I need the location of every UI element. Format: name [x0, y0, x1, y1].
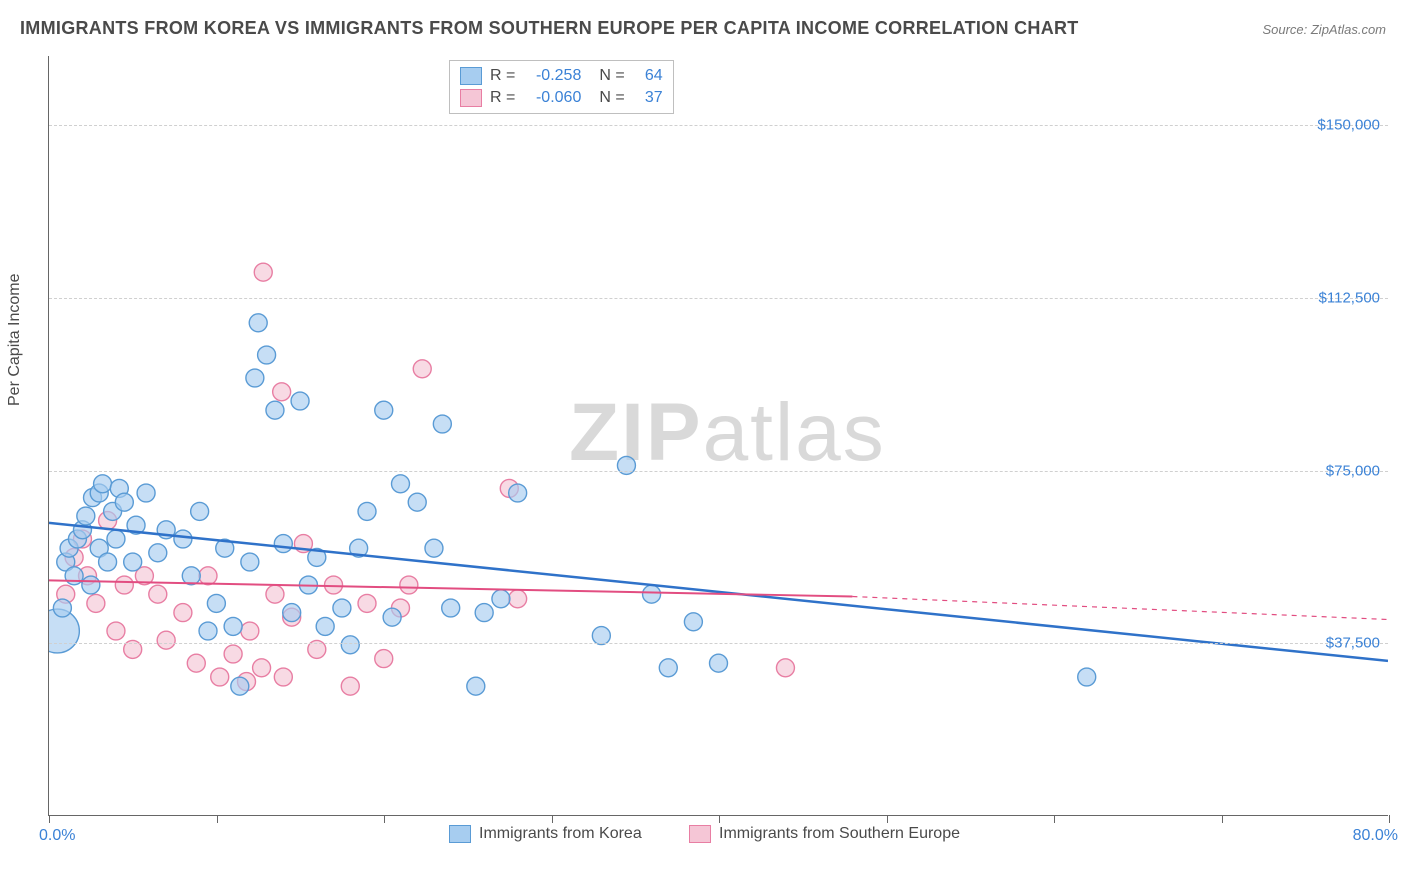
- legend-label-2: Immigrants from Southern Europe: [719, 825, 960, 843]
- chart-svg: [49, 56, 1388, 815]
- legend-r-label: R =: [490, 89, 515, 107]
- watermark-atlas: atlas: [703, 387, 886, 478]
- gridline: [49, 298, 1388, 299]
- y-tick-label: $75,000: [1326, 462, 1380, 479]
- x-tick: [217, 815, 218, 823]
- x-tick: [1054, 815, 1055, 823]
- legend-n-label: N =: [599, 67, 624, 85]
- correlation-legend: R = -0.258 N = 64 R = -0.060 N = 37: [449, 60, 674, 114]
- legend-n-value: 64: [633, 67, 663, 85]
- legend-stats-row: R = -0.060 N = 37: [460, 87, 663, 109]
- chart-title: IMMIGRANTS FROM KOREA VS IMMIGRANTS FROM…: [20, 18, 1079, 39]
- legend-label-1: Immigrants from Korea: [479, 825, 642, 843]
- x-axis-min-label: 0.0%: [39, 827, 75, 845]
- legend-n-value: 37: [633, 89, 663, 107]
- x-tick: [1222, 815, 1223, 823]
- x-tick: [552, 815, 553, 823]
- legend-series-2: Immigrants from Southern Europe: [689, 825, 960, 843]
- plot-area: ZIPatlas R =-0.258N =64R =-0.060N =37 0.…: [48, 56, 1388, 816]
- x-tick: [384, 815, 385, 823]
- y-tick-label: $37,500: [1326, 635, 1380, 652]
- x-tick: [49, 815, 50, 823]
- y-tick-label: $112,500: [1319, 289, 1380, 306]
- watermark: ZIPatlas: [569, 386, 886, 480]
- x-axis-max-label: 80.0%: [1353, 827, 1398, 845]
- y-axis-label: Per Capita Income: [6, 273, 24, 406]
- gridline: [49, 643, 1388, 644]
- watermark-zip: ZIP: [569, 387, 703, 478]
- gridline: [49, 471, 1388, 472]
- legend-stats-swatch: [460, 67, 482, 85]
- legend-r-label: R =: [490, 67, 515, 85]
- legend-n-label: N =: [599, 89, 624, 107]
- legend-series-1: Immigrants from Korea: [449, 825, 642, 843]
- source-label: Source: ZipAtlas.com: [1262, 22, 1386, 37]
- legend-r-value: -0.060: [523, 89, 581, 107]
- gridline: [49, 125, 1388, 126]
- x-tick: [1389, 815, 1390, 823]
- legend-swatch-2: [689, 825, 711, 843]
- legend-r-value: -0.258: [523, 67, 581, 85]
- x-tick: [887, 815, 888, 823]
- legend-stats-swatch: [460, 89, 482, 107]
- y-tick-label: $150,000: [1317, 117, 1380, 134]
- legend-stats-row: R = -0.258 N = 64: [460, 65, 663, 87]
- x-tick: [719, 815, 720, 823]
- legend-swatch-1: [449, 825, 471, 843]
